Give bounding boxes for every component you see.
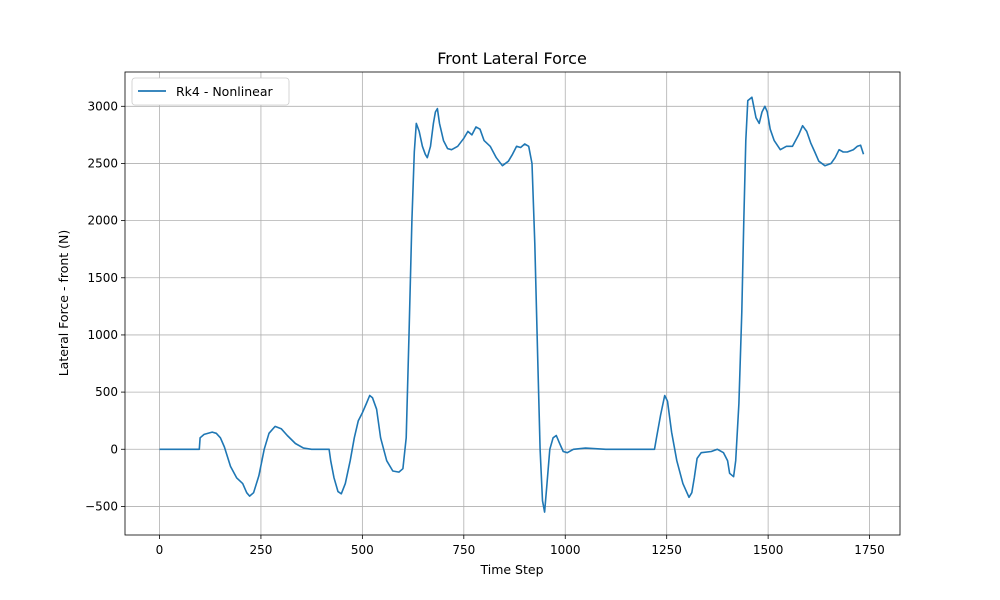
x-tick-label: 1500 — [753, 543, 784, 557]
y-tick-label: −500 — [85, 499, 118, 513]
legend-entry: Rk4 - Nonlinear — [176, 84, 273, 99]
plot-area-frame — [124, 71, 901, 536]
y-tick-label: 2000 — [87, 214, 118, 228]
x-tick-label: 1250 — [651, 543, 682, 557]
y-tick-label: 1500 — [87, 271, 118, 285]
x-tick-label: 500 — [351, 543, 374, 557]
x-axis-label: Time Step — [479, 562, 543, 577]
grid — [125, 72, 900, 535]
x-tick-label: 750 — [452, 543, 475, 557]
x-tick-label: 250 — [249, 543, 272, 557]
y-tick-label: 500 — [95, 385, 118, 399]
y-tick-label: 3000 — [87, 99, 118, 113]
x-tick-label: 1750 — [854, 543, 885, 557]
legend: Rk4 - Nonlinear — [131, 77, 290, 106]
x-tick-label: 0 — [156, 543, 164, 557]
ticks: 0 250 500 750 1000 1250 1500 1750 −500 0 500 1000 15… — [85, 99, 885, 557]
y-tick-label: 2500 — [87, 156, 118, 170]
series-line — [159, 96, 865, 513]
legend-box — [131, 77, 290, 106]
chart-title: Front Lateral Force — [437, 49, 587, 68]
y-tick-label: 0 — [110, 442, 118, 456]
x-tick-label: 1000 — [550, 543, 581, 557]
y-tick-label: 1000 — [87, 328, 118, 342]
y-axis-label: Lateral Force - front (N) — [56, 230, 71, 377]
series-layer — [159, 96, 865, 513]
